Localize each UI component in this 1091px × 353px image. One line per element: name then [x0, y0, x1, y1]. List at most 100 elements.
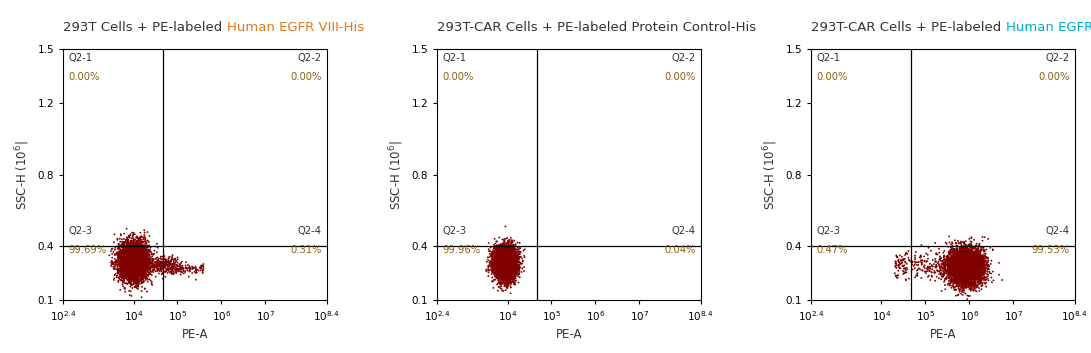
Point [489, 251, 506, 257]
Point [124, 254, 142, 259]
Point [497, 256, 515, 262]
Point [135, 263, 153, 269]
Point [492, 267, 509, 273]
Point [945, 263, 962, 268]
Point [120, 263, 137, 269]
Point [119, 246, 136, 252]
Point [495, 262, 513, 268]
Point [946, 262, 963, 268]
Point [888, 265, 906, 271]
Point [127, 244, 144, 250]
Point [964, 267, 982, 273]
Point [955, 264, 972, 270]
Point [119, 274, 136, 280]
Point [489, 258, 506, 263]
Point [945, 275, 962, 280]
Point [967, 249, 984, 254]
Y-axis label: SSC-H (10$^6$|: SSC-H (10$^6$| [762, 140, 780, 210]
Point [117, 262, 134, 268]
Point [951, 271, 969, 277]
Point [133, 255, 151, 260]
Point [497, 265, 515, 270]
Point [959, 269, 976, 275]
Point [137, 262, 155, 268]
Point [492, 256, 509, 262]
Point [110, 257, 128, 263]
Point [974, 270, 992, 275]
Point [127, 257, 144, 263]
Point [959, 258, 976, 264]
Point [494, 267, 512, 273]
Point [125, 250, 143, 256]
Point [957, 271, 974, 277]
Point [130, 254, 147, 260]
Point [117, 263, 134, 269]
Point [120, 261, 137, 267]
Point [944, 249, 961, 255]
Point [504, 251, 521, 257]
Point [129, 263, 146, 269]
Point [130, 258, 147, 264]
Point [118, 280, 135, 286]
Point [113, 260, 131, 266]
Point [118, 260, 135, 266]
Point [140, 266, 157, 271]
Point [955, 254, 972, 260]
Point [501, 263, 518, 268]
Point [972, 262, 990, 267]
Point [129, 255, 146, 261]
Point [962, 253, 980, 258]
Point [130, 258, 147, 264]
Point [136, 258, 154, 264]
Point [130, 279, 147, 284]
Point [505, 266, 523, 272]
Point [129, 264, 146, 270]
Point [964, 261, 982, 266]
Point [957, 278, 974, 284]
Point [493, 259, 511, 265]
Point [936, 259, 954, 265]
Point [128, 251, 145, 256]
Point [130, 263, 147, 269]
Point [124, 277, 142, 282]
Point [130, 255, 147, 261]
Point [960, 268, 978, 274]
Point [963, 267, 981, 273]
Point [497, 243, 515, 249]
Point [502, 256, 519, 262]
Point [962, 270, 980, 276]
Point [945, 263, 962, 268]
Point [494, 252, 512, 258]
Point [165, 257, 182, 263]
Point [502, 263, 519, 269]
Point [939, 244, 957, 250]
Point [501, 261, 518, 266]
Point [124, 246, 142, 251]
Point [955, 258, 972, 263]
Point [968, 259, 985, 264]
Point [950, 254, 968, 259]
Point [129, 247, 146, 253]
Point [122, 254, 140, 260]
Point [956, 256, 973, 262]
Point [494, 270, 512, 276]
Point [133, 259, 151, 265]
Point [118, 257, 135, 263]
Point [134, 280, 152, 285]
Point [484, 260, 502, 266]
Point [120, 280, 137, 286]
Point [500, 250, 517, 255]
Point [123, 258, 141, 264]
Point [120, 253, 137, 258]
Point [487, 270, 504, 276]
Point [492, 259, 509, 265]
Point [942, 264, 959, 270]
Point [497, 253, 515, 258]
Point [960, 268, 978, 274]
Point [129, 271, 146, 277]
Point [908, 273, 925, 278]
Point [495, 255, 513, 260]
Point [492, 253, 509, 259]
Point [119, 252, 136, 258]
Point [147, 263, 165, 269]
